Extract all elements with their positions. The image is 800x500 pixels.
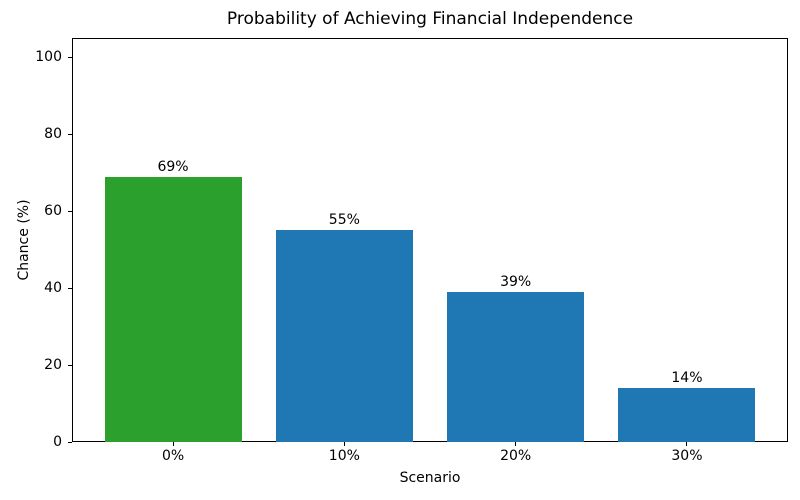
bar-value-label: 39% <box>500 273 532 290</box>
x-tick-label: 0% <box>161 448 185 464</box>
x-tick-mark <box>172 442 174 446</box>
bar-value-label: 55% <box>328 212 360 229</box>
x-tick-label: 10% <box>328 448 360 464</box>
bar-value-label: 14% <box>671 370 703 387</box>
y-tick-mark <box>68 287 72 289</box>
bar <box>447 291 585 442</box>
y-tick-mark <box>68 364 72 366</box>
y-tick-mark <box>68 441 72 443</box>
x-tick-mark <box>343 442 345 446</box>
bar <box>275 230 413 442</box>
bar <box>104 176 242 442</box>
x-tick-mark <box>686 442 688 446</box>
y-tick-label: 80 <box>44 126 62 143</box>
chart-title: Probability of Achieving Financial Indep… <box>226 9 634 29</box>
x-tick-mark <box>515 442 517 446</box>
y-tick-mark <box>68 56 72 58</box>
y-tick-label: 40 <box>44 280 62 297</box>
y-tick-label: 0 <box>53 434 62 450</box>
x-axis-label: Scenario <box>399 470 461 486</box>
y-tick-label: 20 <box>44 357 62 374</box>
x-tick-label: 20% <box>500 448 532 464</box>
y-tick-mark <box>68 210 72 212</box>
y-tick-label: 100 <box>35 49 62 66</box>
y-tick-mark <box>68 133 72 135</box>
x-tick-label: 30% <box>671 448 703 464</box>
bar-value-label: 69% <box>157 158 189 175</box>
bar <box>618 388 756 442</box>
y-tick-label: 60 <box>44 203 62 220</box>
